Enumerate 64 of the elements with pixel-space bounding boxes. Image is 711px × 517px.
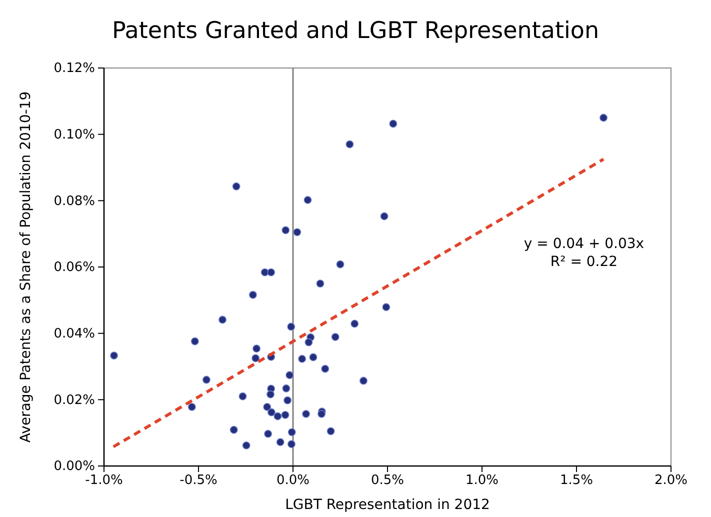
point [264, 430, 272, 438]
point [389, 120, 398, 128]
point [316, 280, 324, 288]
point [110, 352, 118, 360]
point [276, 438, 284, 446]
point [218, 316, 226, 324]
point [287, 322, 296, 331]
point [336, 260, 344, 268]
point [267, 408, 276, 416]
y-tick-label: 0.10% [54, 127, 95, 142]
y-tick-label: 0.02% [54, 392, 95, 408]
x-tick-label: 1.0% [465, 473, 499, 488]
point [230, 426, 238, 434]
chart-title: Patents Granted and LGBT Representation [112, 18, 600, 44]
point [267, 268, 276, 276]
y-tick-label: 0.12% [54, 61, 95, 76]
point [346, 140, 354, 148]
y-tick-label: 0.00% [54, 459, 95, 474]
point [304, 338, 313, 346]
point [263, 403, 272, 411]
x-tick-label: 0.0% [276, 473, 310, 488]
point [252, 354, 260, 362]
point [190, 337, 199, 346]
y-tick-label: 0.06% [54, 260, 95, 276]
y-axis-title: Average Patents as a Share of Population 2010-19 [18, 91, 34, 443]
x-tick-label: 1.5% [560, 473, 594, 488]
point [232, 182, 240, 190]
x-tick-label: 0.5% [370, 473, 404, 488]
point [202, 376, 210, 384]
point [350, 320, 359, 328]
x-tick-label: 2.0% [654, 473, 688, 488]
annotation: y = 0.04 + 0.03x [524, 236, 644, 252]
point [266, 390, 274, 398]
x-tick-label: -0.5% [180, 473, 218, 488]
point [284, 396, 292, 404]
point [302, 410, 310, 418]
point [281, 410, 290, 419]
point [326, 427, 335, 436]
point [252, 344, 260, 353]
y-tick-label: 0.04% [54, 326, 95, 342]
point [331, 333, 340, 341]
point [242, 441, 250, 450]
point [248, 290, 257, 299]
point [286, 371, 294, 380]
point [282, 384, 290, 392]
point [382, 303, 390, 312]
point [304, 196, 312, 204]
point [309, 353, 318, 362]
point [238, 392, 247, 400]
point [360, 376, 368, 385]
point [274, 412, 282, 420]
point [600, 114, 608, 122]
point [380, 212, 388, 220]
point [293, 228, 302, 236]
annotation: R² = 0.22 [550, 254, 618, 270]
point [188, 403, 196, 411]
point [288, 428, 296, 436]
point [282, 226, 290, 234]
point [288, 440, 296, 448]
point [298, 354, 306, 363]
x-axis-title: LGBT Representation in 2012 [285, 497, 490, 513]
y-tick-label: 0.08% [54, 194, 95, 209]
point [321, 364, 330, 373]
x-tick-label: -1.0% [85, 473, 123, 488]
